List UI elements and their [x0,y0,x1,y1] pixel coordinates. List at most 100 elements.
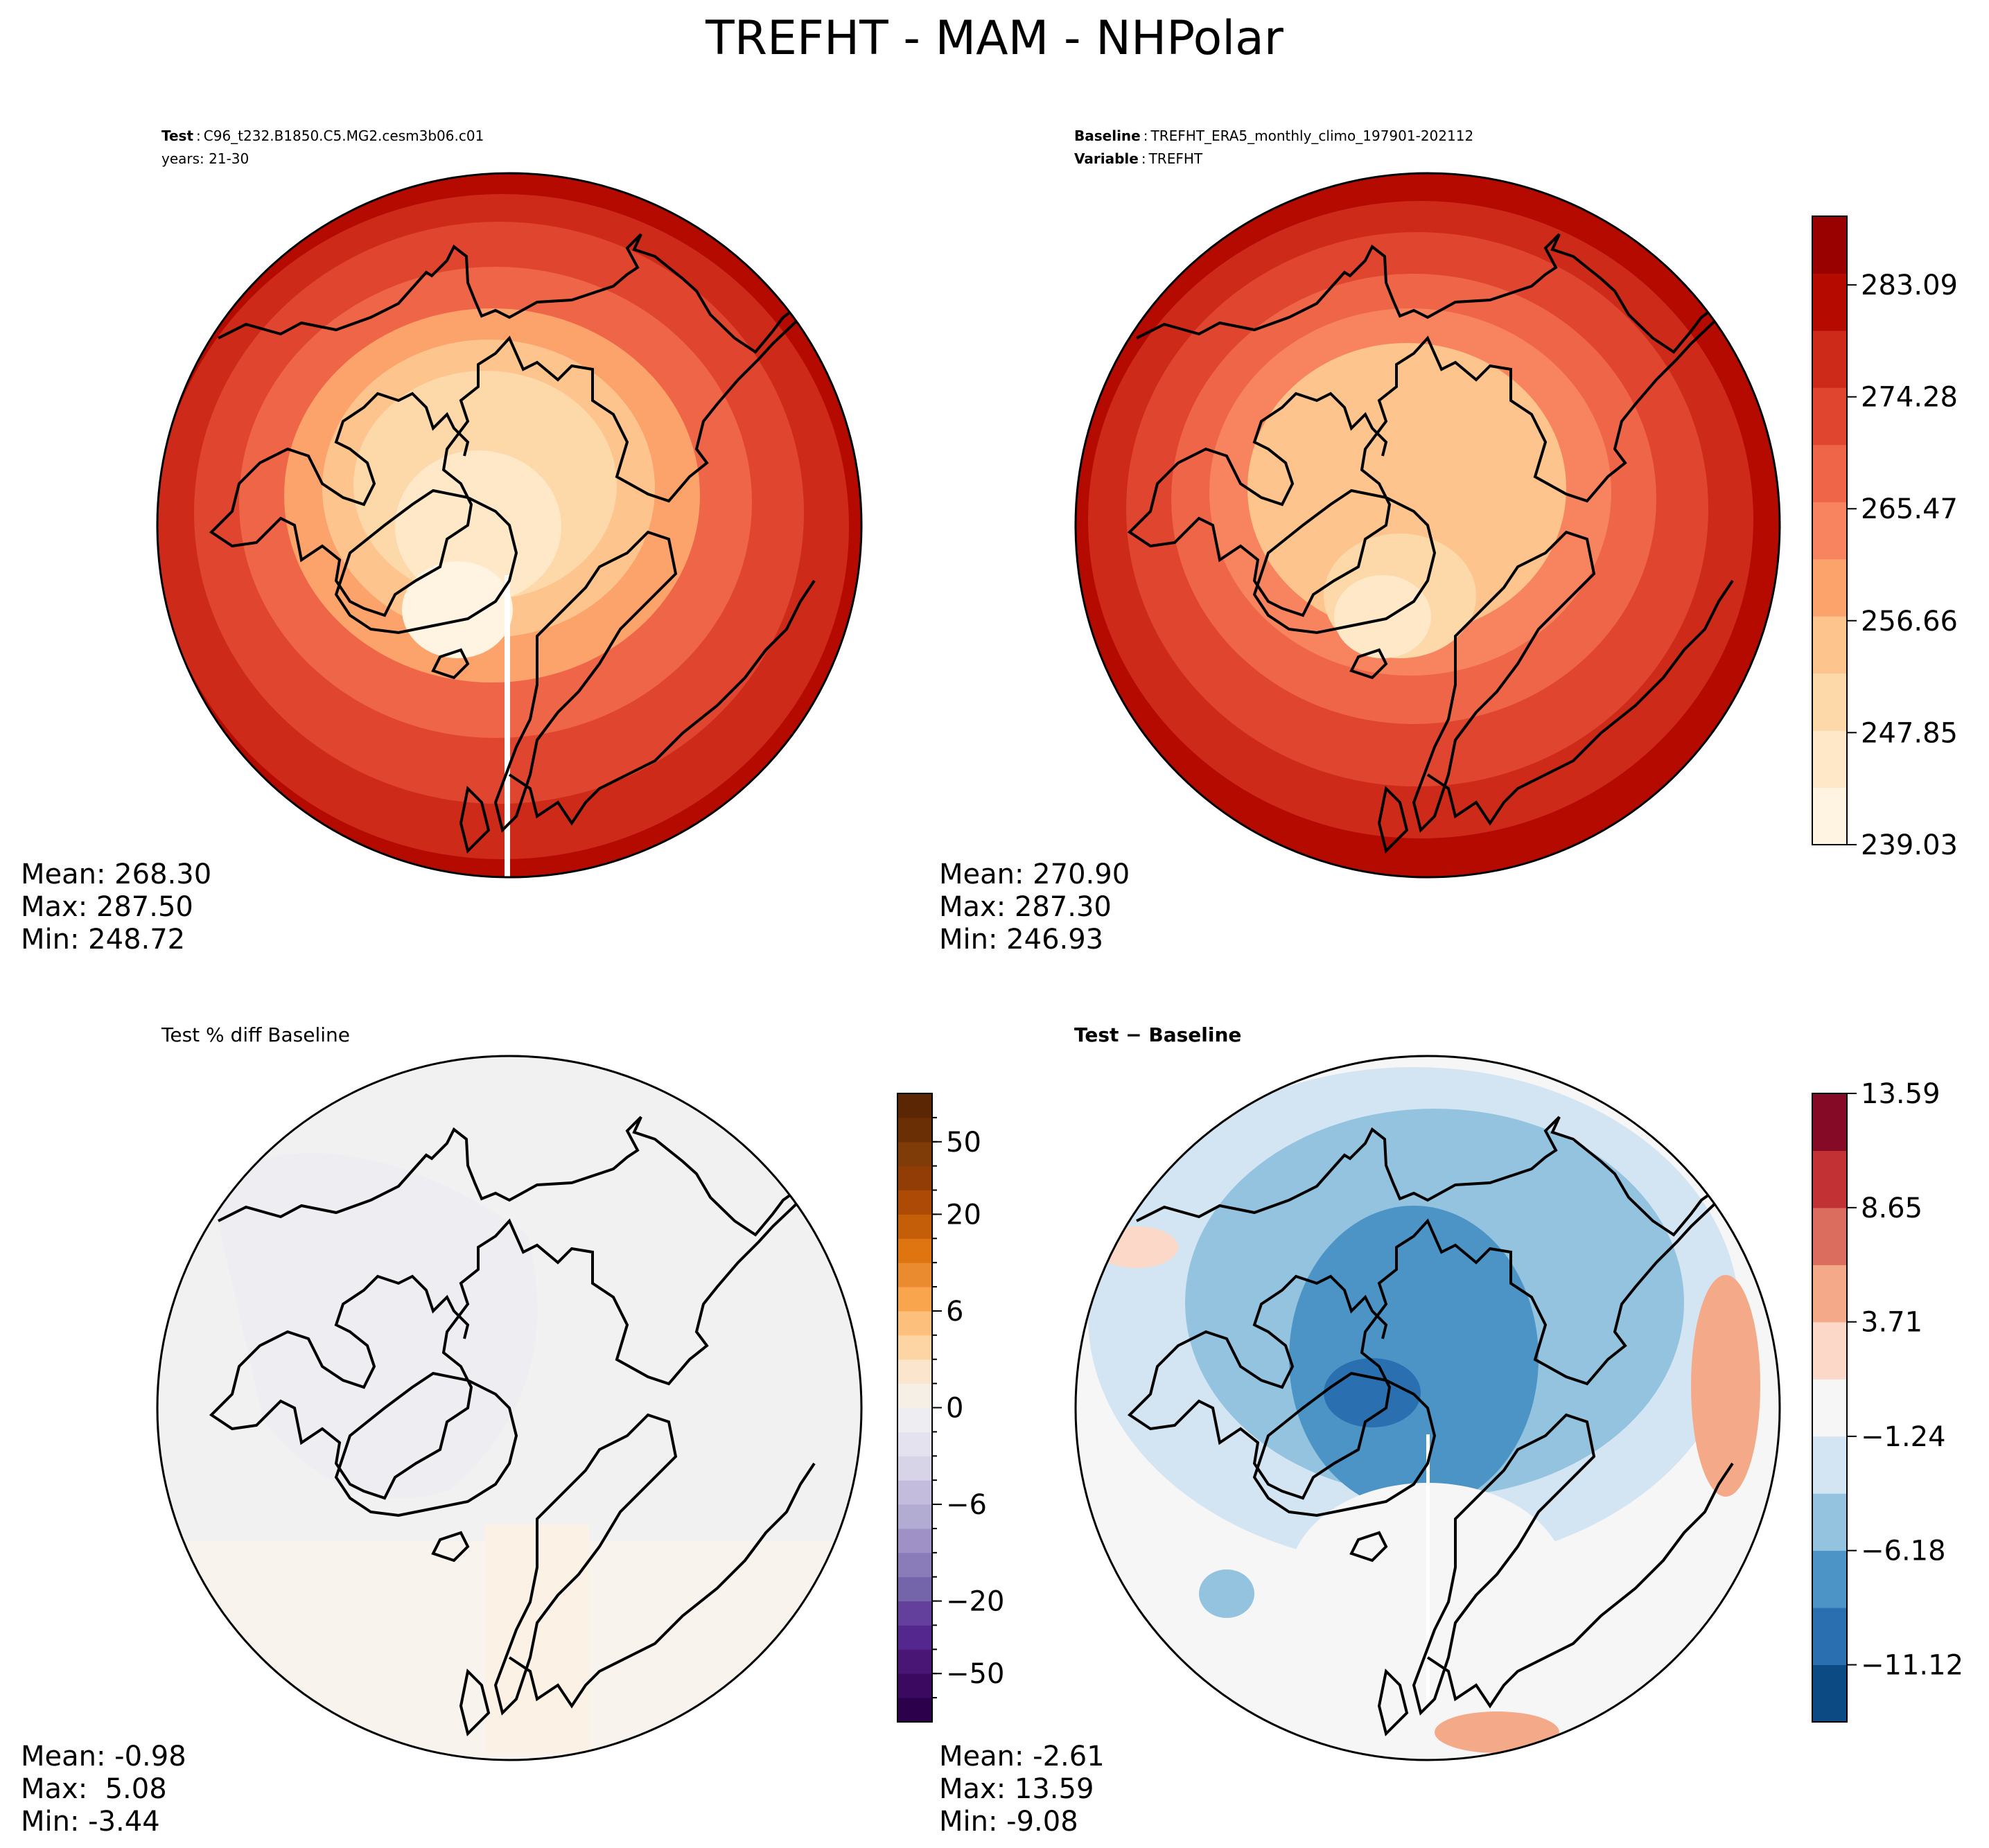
test-stat-max: Max: 287.50 [21,891,193,923]
pct-diff-colorbar-swatch [897,1238,932,1263]
pct-diff-colorbar-swatch [897,1287,932,1312]
test-stat-min: Min: 248.72 [21,924,185,956]
diff-colorbar-tick-label: −1.24 [1861,1421,1946,1453]
baseline-header-value: TREFHT_ERA5_monthly_climo_197901-202112 [1150,127,1473,144]
test-header-value: C96_t232.B1850.C5.MG2.cesm3b06.c01 [204,127,484,144]
pct-diff-colorbar-swatch [897,1698,932,1723]
diff-colorbar-swatch [1812,1664,1847,1723]
pct-diff-colorbar-swatch [897,1190,932,1215]
baseline-colorbar-tick-label: 247.85 [1861,717,1958,749]
pct-diff-colorbar-swatch [897,1601,932,1626]
diff-colorbar: −11.12 −6.18 −1.24 3.71 8.65 13.59 [1812,1078,1963,1723]
pct-diff-colorbar-swatch [897,1480,932,1505]
pct-diff-colorbar-tick-label: 20 [946,1199,981,1231]
test-stat-mean: Mean: 268.30 [21,859,211,890]
test-header-key: Test [161,127,193,144]
pct-diff-colorbar-swatch [897,1649,932,1674]
baseline-colorbar-tick-label: 256.66 [1861,606,1958,637]
pct-diff-colorbar-swatch [897,1262,932,1287]
pct-diff-stat-min: Min: -3.44 [21,1806,160,1838]
baseline-map [1076,173,1780,877]
baseline-colorbar-swatch [1812,558,1847,617]
baseline-colorbar-swatch [1812,216,1847,274]
baseline-colorbar-swatch [1812,444,1847,502]
pct-diff-colorbar-swatch [897,1504,932,1529]
pct-diff-map [157,1056,861,1760]
baseline-map-boundary [1074,172,1781,879]
pct-diff-colorbar-swatch [897,1528,932,1554]
baseline-variable-value: TREFHT [1148,150,1203,167]
baseline-colorbar-frame [1812,215,1848,845]
diff-map [1076,1056,1780,1760]
baseline-colorbar-swatch [1812,387,1847,446]
baseline-stat-min: Min: 246.93 [939,924,1103,956]
pct-diff-colorbar-tick-label: −6 [946,1489,987,1521]
diff-colorbar-swatch [1812,1265,1847,1323]
pct-diff-colorbar-swatch [897,1576,932,1602]
baseline-colorbar: 239.03 247.85 256.66 265.47 274.28 283.09 [1812,215,1958,861]
pct-diff-colorbar-swatch [897,1383,932,1408]
diff-colorbar-tick-label: 8.65 [1861,1193,1922,1224]
diff-colorbar-swatch [1812,1608,1847,1666]
pct-diff-stat-mean: Mean: -0.98 [21,1741,186,1772]
pct-diff-colorbar-swatch [897,1625,932,1650]
pct-diff-colorbar-swatch [897,1214,932,1239]
baseline-colorbar-swatch [1812,502,1847,560]
pct-diff-colorbar-tick-label: 50 [946,1127,981,1159]
diff-colorbar-swatch [1812,1379,1847,1437]
pct-diff-colorbar-swatch [897,1432,932,1457]
baseline-variable: Variable: TREFHT [1074,150,1203,167]
panel-baseline: Baseline: TREFHT_ERA5_monthly_climo_19790… [939,127,1958,956]
pct-diff-colorbar-tick-label: −50 [946,1658,1004,1690]
diff-colorbar-frame [1812,1093,1848,1723]
diff-colorbar-swatch [1812,1207,1847,1265]
figure-title: TREFHT - MAM - NHPolar [705,11,1283,66]
diff-colorbar-swatch [1812,1093,1847,1151]
pct-diff-colorbar-swatch [897,1165,932,1191]
diff-colorbar-tick-label: −11.12 [1861,1650,1963,1682]
diff-stat-min: Min: -9.08 [939,1806,1078,1838]
pct-diff-colorbar-tick-label: −20 [946,1586,1004,1618]
baseline-colorbar-tick-label: 265.47 [1861,493,1958,525]
pct-diff-colorbar-swatch [897,1141,932,1167]
panel-test: Test: C96_t232.B1850.C5.MG2.cesm3b06.c01 … [21,127,863,956]
pct-diff-colorbar-tick-label: 0 [946,1393,963,1425]
baseline-colorbar-swatch [1812,787,1847,845]
baseline-colorbar-swatch [1812,273,1847,331]
pct-diff-colorbar-swatch [897,1456,932,1481]
baseline-header: Baseline: TREFHT_ERA5_monthly_climo_19790… [1074,127,1473,144]
baseline-header-key: Baseline [1074,127,1141,144]
pct-diff-colorbar-swatch [897,1673,932,1698]
diff-title: Test − Baseline [1074,1023,1241,1046]
baseline-stat-max: Max: 287.30 [939,891,1112,923]
panel-pct-diff: Test % diff Baseline −50 −20 −6 0 6 20 50 Mean… [21,1023,1004,1838]
pct-diff-colorbar: −50 −20 −6 0 6 20 50 [897,1093,1004,1723]
diff-stat-mean: Mean: -2.61 [939,1741,1105,1772]
pct-diff-colorbar-swatch [897,1407,932,1432]
baseline-colorbar-tick-label: 274.28 [1861,382,1958,414]
diff-colorbar-swatch [1812,1436,1847,1494]
baseline-colorbar-tick-label: 283.09 [1861,270,1958,301]
pct-diff-colorbar-swatch [897,1117,932,1143]
pct-diff-colorbar-tick-label: 6 [946,1296,963,1328]
diff-colorbar-swatch [1812,1493,1847,1551]
baseline-colorbar-swatch [1812,673,1847,731]
panel-diff: Test − Baseline −11.12 −6.18 −1.24 3.71 8.65… [939,1023,1963,1838]
baseline-variable-key: Variable [1074,150,1139,167]
diff-colorbar-swatch [1812,1550,1847,1608]
diff-colorbar-tick-label: 3.71 [1861,1307,1922,1339]
pct-diff-colorbar-swatch [897,1310,932,1336]
baseline-colorbar-swatch [1812,616,1847,674]
diff-map-boundary [1074,1055,1781,1761]
test-header-years: years: 21-30 [161,150,249,167]
diff-colorbar-tick-label: 13.59 [1861,1078,1940,1110]
pct-diff-title: Test % diff Baseline [161,1023,350,1046]
test-map-boundary [156,172,863,879]
pct-diff-colorbar-swatch [897,1335,932,1360]
diff-colorbar-swatch [1812,1150,1847,1208]
pct-diff-colorbar-swatch [897,1093,932,1118]
baseline-colorbar-tick-label: 239.03 [1861,829,1958,861]
baseline-colorbar-swatch [1812,730,1847,789]
pct-diff-map-boundary [156,1055,863,1761]
diff-stat-max: Max: 13.59 [939,1773,1094,1805]
